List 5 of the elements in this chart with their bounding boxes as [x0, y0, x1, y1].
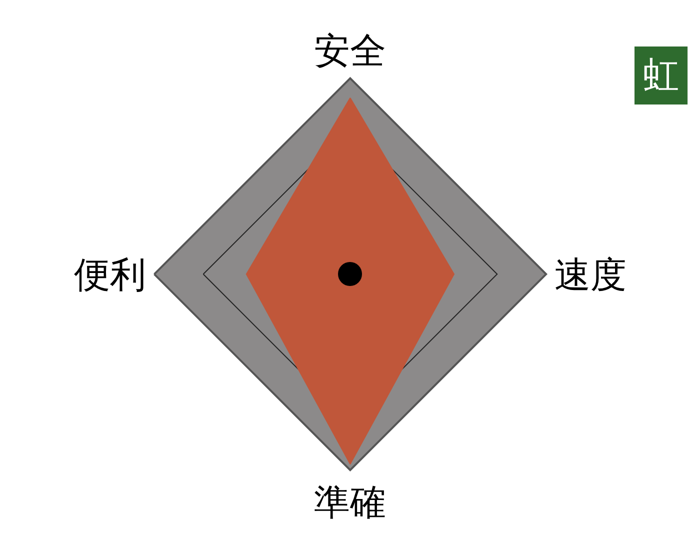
spoke-label: 準確 [314, 482, 386, 524]
spoke-label: 便利 [74, 254, 146, 296]
spoke-label: 速度 [554, 254, 626, 296]
text: 虹 [643, 55, 679, 96]
spoke-label: 安全 [314, 30, 386, 72]
